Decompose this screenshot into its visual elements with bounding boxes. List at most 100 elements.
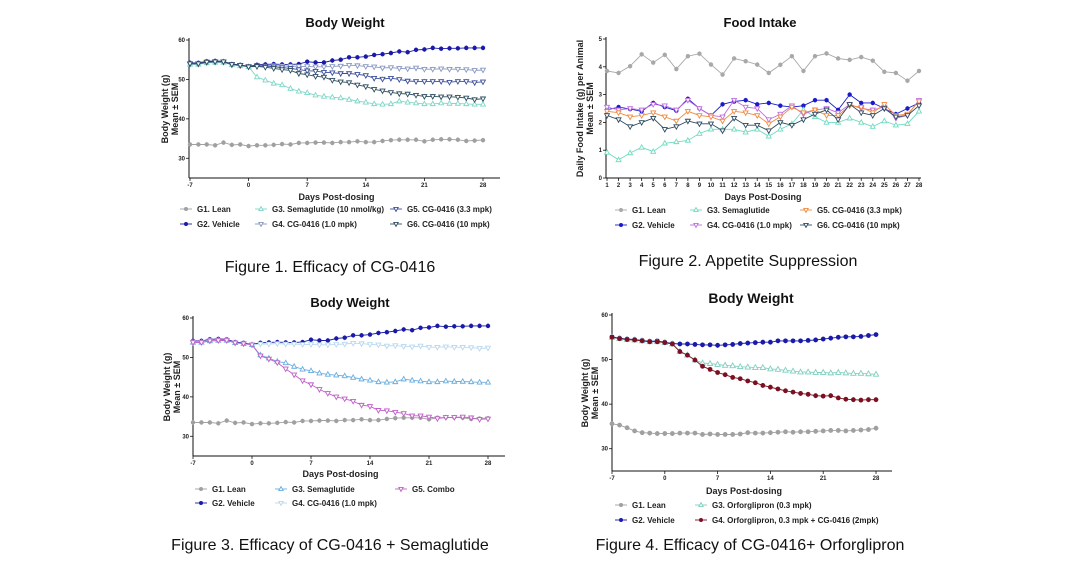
data-point — [463, 67, 470, 74]
data-point — [404, 66, 411, 73]
series-line — [606, 99, 920, 121]
data-point — [707, 366, 713, 372]
data-point — [290, 362, 298, 369]
data-point — [430, 45, 435, 51]
data-point — [768, 339, 773, 345]
data-point — [345, 80, 353, 87]
legend-item: G2. Vehicle — [615, 516, 675, 525]
data-point — [685, 352, 690, 358]
data-point — [355, 139, 360, 144]
data-point — [187, 142, 193, 147]
data-point — [345, 95, 353, 102]
data-point — [692, 342, 698, 347]
data-point — [371, 52, 377, 58]
data-point — [337, 63, 344, 70]
data-point — [866, 333, 871, 338]
data-point — [677, 341, 683, 347]
legend-item: G2. Vehicle — [195, 499, 255, 508]
data-point — [674, 66, 679, 72]
data-point — [819, 368, 827, 375]
data-point — [366, 404, 374, 410]
data-point — [338, 139, 343, 145]
legend-marker — [278, 500, 284, 507]
data-point — [354, 63, 361, 70]
data-point — [316, 342, 323, 349]
data-point — [745, 430, 751, 436]
data-point — [467, 415, 475, 422]
data-point — [661, 127, 668, 133]
data-point — [743, 97, 748, 103]
data-point — [638, 107, 645, 114]
series-G3. Semaglutide — [603, 106, 923, 163]
data-point — [742, 128, 749, 135]
data-point — [320, 92, 328, 99]
x-tick-label: 28 — [916, 183, 923, 189]
data-point — [342, 417, 347, 423]
data-point — [393, 415, 398, 421]
data-point — [850, 397, 856, 403]
data-point — [715, 370, 720, 375]
legend-label: G3. Semaglutide — [707, 206, 770, 215]
legend-marker — [393, 221, 399, 228]
data-point — [626, 124, 634, 131]
data-point — [835, 56, 841, 61]
data-point — [246, 143, 251, 149]
legend-item: G3. Semaglutide — [275, 485, 355, 494]
data-point — [253, 73, 261, 80]
data-point — [905, 78, 910, 83]
legend-marker — [693, 206, 699, 213]
data-point — [422, 47, 427, 52]
data-point — [455, 46, 461, 51]
data-point — [615, 156, 622, 163]
data-point — [317, 338, 322, 343]
data-point — [857, 369, 865, 376]
data-point — [464, 138, 469, 144]
data-point — [307, 367, 315, 374]
data-point — [479, 67, 487, 74]
data-point — [404, 78, 411, 85]
data-point — [843, 428, 849, 434]
data-point — [798, 391, 803, 396]
y-tick-label: 60 — [601, 313, 608, 319]
legend-marker — [619, 503, 623, 507]
data-point — [650, 148, 657, 154]
data-point — [737, 341, 743, 346]
data-point — [338, 57, 343, 62]
data-point — [282, 341, 289, 348]
data-point — [632, 428, 638, 434]
data-point — [700, 342, 705, 348]
data-point — [777, 114, 784, 121]
legend-label: G6. CG-0416 (10 mpk) — [817, 221, 900, 230]
data-point — [882, 69, 887, 75]
legend-label: G2. Vehicle — [197, 220, 240, 229]
data-point — [383, 408, 391, 415]
data-point — [801, 68, 806, 74]
data-point — [662, 52, 667, 58]
data-point — [859, 54, 864, 60]
data-point — [447, 46, 452, 51]
data-point — [812, 54, 818, 59]
data-point — [463, 79, 470, 85]
data-point — [788, 122, 796, 129]
series-G5. CG-0416 (3.3 mpk) — [603, 99, 923, 128]
data-point — [719, 114, 726, 121]
data-point — [484, 416, 492, 423]
data-point — [442, 415, 450, 421]
data-point — [617, 336, 622, 342]
data-point — [673, 138, 680, 145]
data-point — [228, 62, 236, 69]
data-point — [765, 117, 772, 124]
data-point — [800, 117, 807, 124]
data-point — [203, 59, 210, 66]
data-point — [654, 431, 660, 436]
data-point — [615, 117, 622, 124]
data-point — [409, 328, 415, 333]
data-point — [358, 341, 365, 348]
x-tick-label: 22 — [846, 183, 853, 189]
data-point — [446, 66, 453, 73]
data-point — [299, 378, 306, 385]
data-point — [412, 79, 420, 85]
data-point — [639, 430, 645, 436]
data-point — [446, 99, 453, 106]
data-point — [745, 340, 751, 346]
